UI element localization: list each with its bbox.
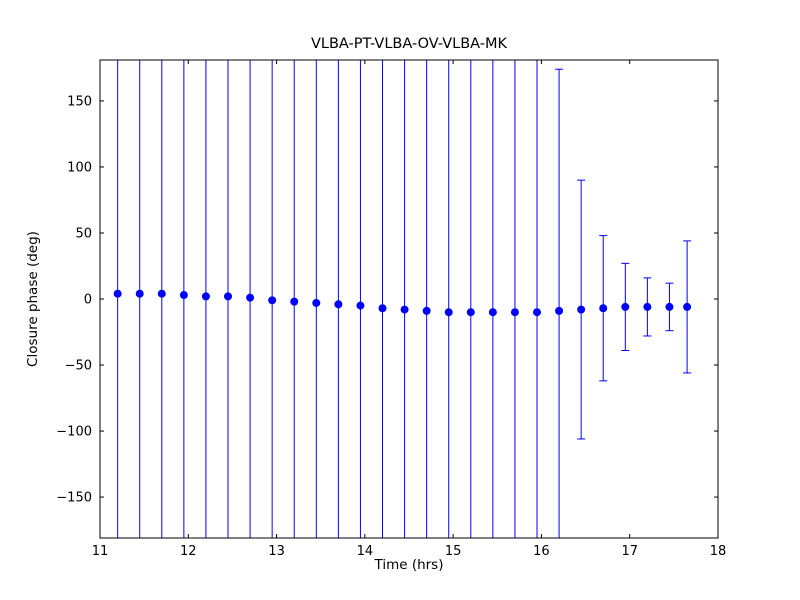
y-tick-label: −100 <box>56 425 92 440</box>
y-tick-label: −150 <box>56 491 92 506</box>
data-point <box>334 300 343 309</box>
data-point <box>290 297 299 306</box>
data-point <box>683 302 692 311</box>
data-point <box>533 308 542 317</box>
y-tick-label: 50 <box>75 226 92 241</box>
data-point <box>665 302 674 311</box>
y-axis-label: Closure phase (deg) <box>25 231 41 367</box>
data-point <box>312 298 321 307</box>
x-tick-label: 11 <box>92 544 109 559</box>
data-point <box>135 289 144 298</box>
data-point <box>113 289 122 298</box>
data-point <box>599 304 608 313</box>
data-point <box>510 308 519 317</box>
data-point <box>356 301 365 310</box>
x-tick-label: 12 <box>180 544 197 559</box>
x-tick-label: 18 <box>710 544 727 559</box>
data-point <box>466 308 475 317</box>
data-point <box>621 302 630 311</box>
data-point <box>422 306 431 315</box>
x-tick-label: 14 <box>357 544 374 559</box>
data-point <box>378 304 387 313</box>
data-point <box>400 305 409 314</box>
data-point <box>224 292 233 301</box>
data-point <box>157 289 166 298</box>
x-tick-label: 15 <box>445 544 462 559</box>
data-point <box>488 308 497 317</box>
data-point <box>444 308 453 317</box>
y-tick-label: 150 <box>67 94 92 109</box>
data-point <box>201 292 210 301</box>
y-tick-label: 100 <box>67 160 92 175</box>
data-point <box>555 306 564 315</box>
data-point <box>246 293 255 302</box>
data-point <box>577 305 586 314</box>
y-tick-label: −50 <box>65 359 92 374</box>
data-point <box>179 291 188 300</box>
y-tick-label: 0 <box>84 293 92 308</box>
x-tick-label: 17 <box>621 544 638 559</box>
x-axis-label: Time (hrs) <box>374 557 444 573</box>
x-tick-label: 16 <box>533 544 550 559</box>
data-point <box>268 296 277 305</box>
data-point <box>643 302 652 311</box>
chart-title: VLBA-PT-VLBA-OV-VLBA-MK <box>310 36 508 52</box>
x-tick-label: 13 <box>268 544 285 559</box>
